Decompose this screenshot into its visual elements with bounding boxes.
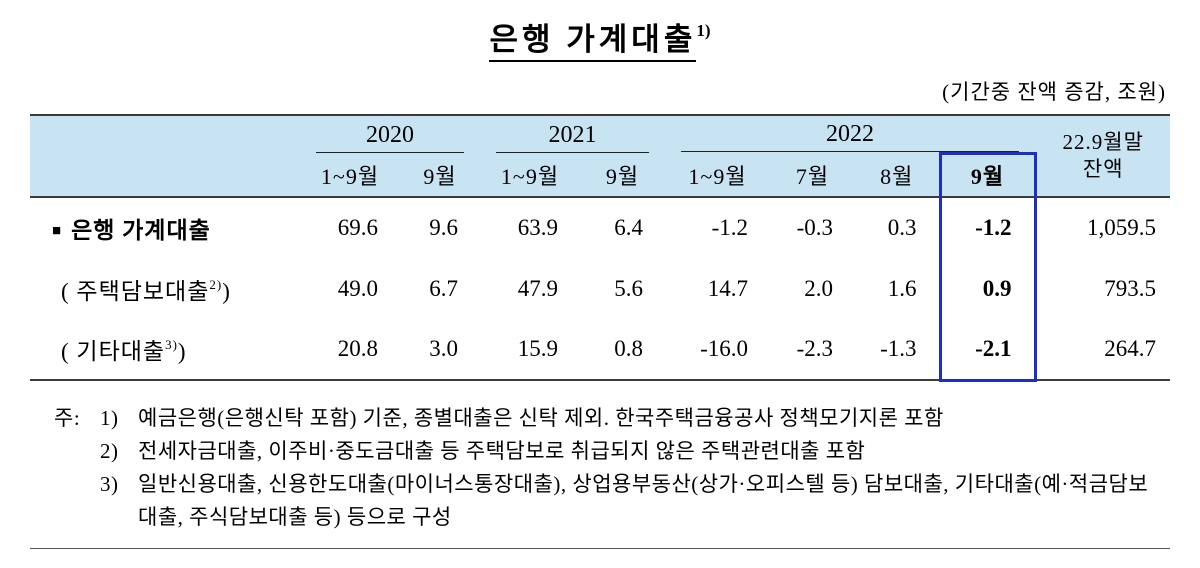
page-title: 은행 가계대출 <box>489 14 697 62</box>
balance-header-line1: 22.9월말 <box>1062 129 1144 154</box>
value-cell: 0.3 <box>887 215 917 240</box>
footnote-number: 2) <box>100 438 119 463</box>
year-label: 2022 <box>681 121 1019 152</box>
col-header-2022-aug: 8월 <box>855 153 940 198</box>
value-cell: -1.3 <box>855 319 940 381</box>
household-loan-table: 2020 2021 2022 22.9월말 잔액 1~9월 9월 1~9월 9월… <box>30 114 1170 382</box>
value-cell: 5.6 <box>614 275 643 301</box>
highlighted-value-cell: -2.1 <box>938 319 1037 382</box>
footnote-lead: 주: <box>54 405 81 430</box>
value-cell: -2.3 <box>770 319 855 381</box>
value-cell: 6.4 <box>614 215 643 240</box>
highlighted-value-cell: 0.9 <box>938 258 1037 319</box>
table-container: 2020 2021 2022 22.9월말 잔액 1~9월 9월 1~9월 9월… <box>30 114 1170 382</box>
value-cell: 14.7 <box>707 275 748 301</box>
footnote-1: 주: 1) 예금은행(은행신탁 포함) 기준, 종별대출은 신탁 제외. 한국주… <box>54 402 1160 435</box>
table-row-mortgage-loans: ( 주택담보대출2)) 49.0 6.7 47.9 5.6 14.7 2.0 1… <box>30 258 1170 319</box>
bottom-divider <box>30 548 1170 550</box>
row-label-text: ( 주택담보대출 <box>61 278 210 304</box>
square-bullet-icon: ■ <box>52 223 63 239</box>
row-label: ( 기타대출3)) <box>30 319 300 381</box>
value-cell: 49.0 <box>337 275 378 301</box>
footnotes: 주: 1) 예금은행(은행신탁 포함) 기준, 종별대출은 신탁 제외. 한국주… <box>54 402 1160 535</box>
value-cell: -0.3 <box>796 215 833 240</box>
year-header-2022: 2022 <box>665 115 1035 153</box>
footnote-lead <box>54 468 100 534</box>
value-cell: 15.9 <box>480 319 580 381</box>
row-label: ( 주택담보대출2)) <box>30 258 300 319</box>
col-header-2020-jan-sep: 1~9월 <box>300 153 400 198</box>
col-header-2021-jan-sep: 1~9월 <box>480 153 580 198</box>
row-label-text: 은행 가계대출 <box>71 218 211 243</box>
unit-label: (기간중 잔액 증감, 조원) <box>942 80 1166 104</box>
col-header-2022-jan-sep: 1~9월 <box>665 153 770 198</box>
value-cell: 6.7 <box>429 275 458 301</box>
year-label: 2020 <box>316 122 464 153</box>
value-cell: 47.9 <box>517 275 558 301</box>
title-footnote-marker: 1) <box>696 21 711 40</box>
balance-value-cell: 1,059.5 <box>1087 215 1156 240</box>
value-cell: 63.9 <box>517 215 558 240</box>
col-header-2020-sep: 9월 <box>400 153 480 198</box>
footnote-number: 3) <box>100 471 119 496</box>
footnote-2: 2) 전세자금대출, 이주비·중도금대출 등 주택담보로 취급되지 않은 주택관… <box>54 435 1160 468</box>
footnote-text: 예금은행(은행신탁 포함) 기준, 종별대출은 신탁 제외. 한국주택금융공사 … <box>138 405 944 430</box>
table-row-other-loans: ( 기타대출3)) 20.8 3.0 15.9 0.8 -16.0 -2.3 -… <box>30 319 1170 382</box>
row-label-post: ) <box>177 339 187 364</box>
value-cell: 2.0 <box>804 275 833 301</box>
value-cell: 69.6 <box>337 215 378 240</box>
footnote-number: 1) <box>100 405 119 430</box>
row-label-sup: 3) <box>165 337 178 352</box>
year-header-row: 2020 2021 2022 22.9월말 잔액 <box>30 115 1170 198</box>
row-label: ■ 은행 가계대출 <box>30 197 300 258</box>
balance-value-cell: 264.7 <box>1035 319 1170 381</box>
balance-header-line2: 잔액 <box>1082 157 1124 181</box>
balance-column-header: 22.9월말 잔액 <box>1035 115 1170 198</box>
header-spacer <box>30 115 300 153</box>
value-cell: -16.0 <box>665 319 770 381</box>
title-block: 은행 가계대출1) <box>0 0 1200 62</box>
row-label-text: ( 기타대출 <box>61 339 166 364</box>
row-label-sup: 2) <box>209 276 223 292</box>
value-cell: 9.6 <box>429 215 458 240</box>
highlighted-value-cell: -1.2 <box>938 197 1037 258</box>
col-header-2022-sep-highlighted: 9월 <box>938 151 1037 198</box>
month-header-row: 1~9월 9월 1~9월 9월 1~9월 7월 8월 9월 <box>30 151 1170 198</box>
header-spacer <box>30 153 300 198</box>
value-cell: -1.2 <box>711 215 748 240</box>
year-header-2020: 2020 <box>300 115 480 153</box>
footnote-lead <box>54 435 100 468</box>
footnote-3: 3) 일반신용대출, 신용한도대출(마이너스통장대출), 상업용부동산(상가·오… <box>54 468 1160 534</box>
row-label-post: ) <box>222 278 231 304</box>
footnote-text: 일반신용대출, 신용한도대출(마이너스통장대출), 상업용부동산(상가·오피스텔… <box>138 471 1149 530</box>
balance-value-cell: 793.5 <box>1104 275 1156 301</box>
year-label: 2021 <box>496 122 649 153</box>
value-cell: 3.0 <box>400 319 480 381</box>
value-cell: 1.6 <box>887 275 917 301</box>
value-cell: 20.8 <box>300 319 400 381</box>
value-cell: 0.8 <box>580 319 665 381</box>
year-header-2021: 2021 <box>480 115 665 153</box>
footnote-text: 전세자금대출, 이주비·중도금대출 등 주택담보로 취급되지 않은 주택관련대출… <box>138 438 866 463</box>
col-header-2022-jul: 7월 <box>770 153 855 198</box>
col-header-2021-sep: 9월 <box>580 153 665 198</box>
table-row-total-household-loans: ■ 은행 가계대출 69.6 9.6 63.9 6.4 -1.2 -0.3 0.3… <box>30 197 1170 258</box>
